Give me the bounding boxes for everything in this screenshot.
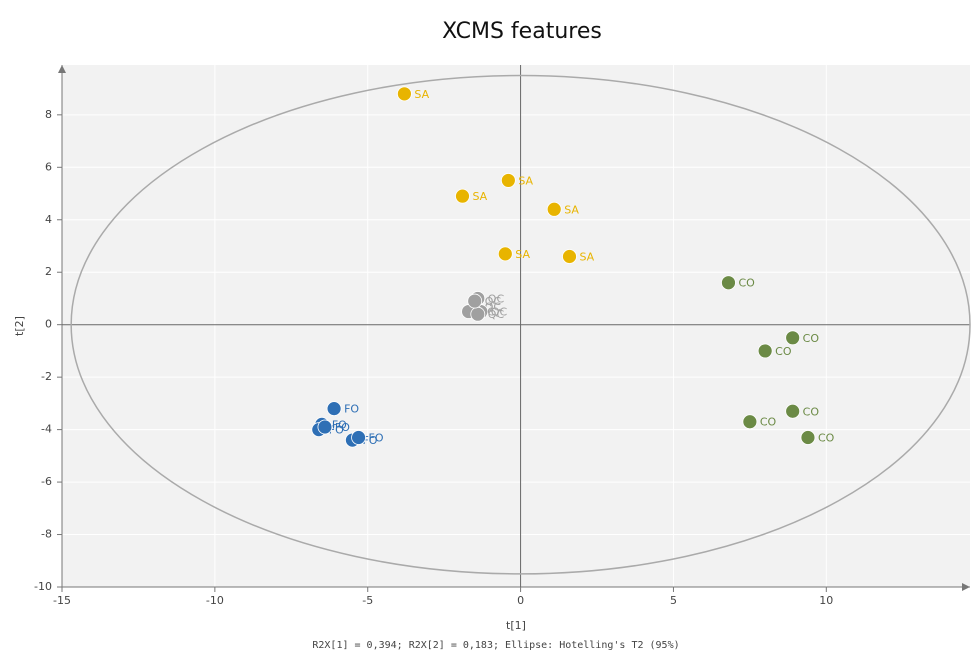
point [317, 419, 333, 435]
x-tick-label: -5 [362, 594, 373, 607]
point [785, 403, 801, 419]
point [785, 330, 801, 346]
point-label: CO [775, 345, 792, 358]
point-label: CO [803, 405, 820, 418]
y-tick-label: 4 [45, 213, 52, 226]
point-label: SA [564, 203, 579, 216]
point-label: SA [580, 250, 595, 263]
y-tick-label: 0 [45, 318, 52, 331]
y-tick-label: -4 [41, 423, 52, 436]
point-label: SA [515, 248, 530, 261]
point-label: CO [803, 332, 820, 345]
x-axis-arrow [962, 583, 970, 591]
point-label: FO [362, 434, 377, 447]
point-label: SA [518, 174, 533, 187]
y-tick-label: 2 [45, 265, 52, 278]
point-label: FO [332, 418, 347, 431]
point [455, 188, 470, 204]
x-axis-label: t[1] [506, 619, 526, 632]
x-tick-label: -15 [53, 594, 71, 607]
point [497, 246, 513, 262]
point [326, 401, 342, 417]
y-tick-label: -2 [41, 370, 52, 383]
plot-background [62, 65, 970, 587]
point-label: SA [414, 88, 429, 101]
y-axis-arrow [58, 65, 66, 73]
point-label: CO [738, 277, 755, 290]
point [467, 293, 483, 309]
point [562, 249, 577, 264]
point [500, 173, 516, 188]
point [397, 86, 412, 102]
point-label: CO [818, 431, 835, 444]
y-tick-label: -8 [41, 528, 52, 541]
x-tick-label: 0 [517, 594, 524, 607]
y-axis-label: t[2] [13, 316, 26, 336]
point-label: FO [335, 421, 350, 434]
point [800, 430, 816, 445]
y-tick-label: 8 [45, 108, 52, 121]
footnote: R2X[1] = 0,394; R2X[2] = 0,183; Ellipse:… [312, 640, 679, 651]
x-tick-label: 5 [670, 594, 677, 607]
x-tick-label: -10 [206, 594, 224, 607]
hotelling-ellipse [70, 74, 971, 575]
point-label: FO [369, 431, 384, 444]
point-label: CO [760, 416, 777, 429]
point [546, 201, 562, 217]
x-tick-label: 10 [819, 594, 833, 607]
y-tick-label: -6 [41, 475, 52, 488]
point-label: QC [488, 308, 505, 321]
y-tick-label: 6 [45, 160, 52, 173]
point-label: QC [485, 295, 502, 308]
point [470, 306, 486, 322]
point-label: FO [344, 403, 359, 416]
point-label: SA [472, 190, 487, 203]
point-label: FO [329, 424, 344, 437]
point [757, 343, 773, 359]
y-tick-label: -10 [34, 580, 52, 593]
point-label: QC [488, 292, 505, 305]
point-label: QC [491, 306, 508, 319]
point [351, 430, 366, 445]
point [721, 275, 736, 291]
point [742, 414, 758, 430]
chart-title: XCMS features [442, 19, 602, 44]
point-label: QC [485, 300, 502, 313]
